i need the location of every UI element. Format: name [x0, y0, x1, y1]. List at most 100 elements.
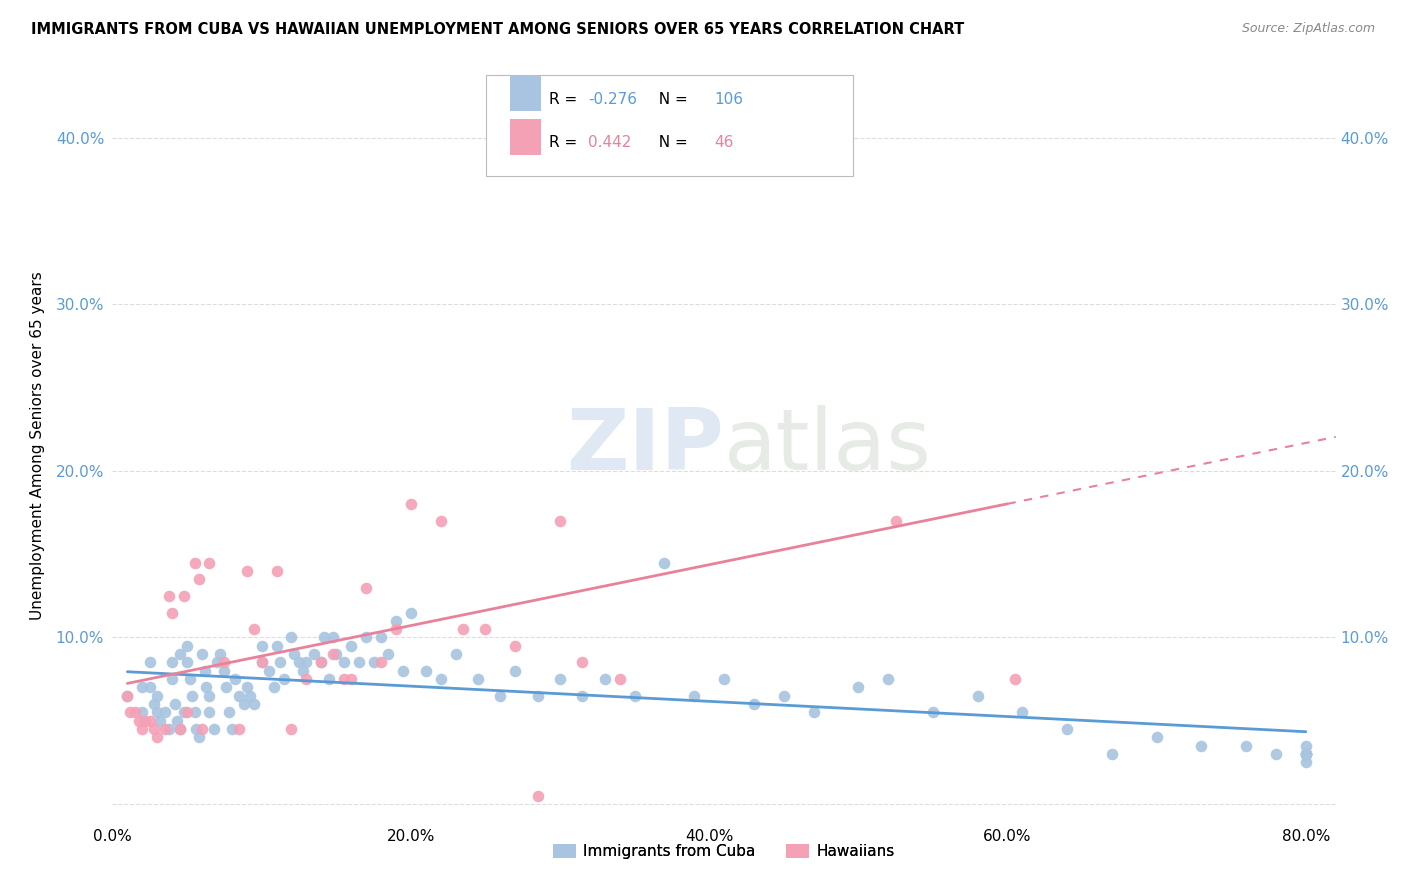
Text: -0.276: -0.276 [588, 92, 637, 106]
Point [166, 714, 188, 728]
Point [877, 672, 900, 686]
Point [191, 722, 214, 736]
Point [742, 697, 765, 711]
Point [1004, 672, 1026, 686]
Point [153, 706, 176, 720]
Point [1295, 739, 1317, 753]
Point [1265, 747, 1288, 761]
Point [269, 656, 291, 670]
Point [503, 664, 526, 678]
Point [176, 639, 198, 653]
Point [191, 647, 214, 661]
Point [675, 114, 697, 128]
Point [146, 706, 169, 720]
Point [370, 656, 392, 670]
Point [526, 689, 548, 703]
Point [370, 631, 392, 645]
Point [340, 672, 363, 686]
Text: IMMIGRANTS FROM CUBA VS HAWAIIAN UNEMPLOYMENT AMONG SENIORS OVER 65 YEARS CORREL: IMMIGRANTS FROM CUBA VS HAWAIIAN UNEMPLO… [31, 22, 965, 37]
Point [377, 647, 399, 661]
Point [128, 714, 150, 728]
Point [302, 647, 325, 661]
Point [169, 722, 191, 736]
Point [153, 722, 176, 736]
Point [444, 647, 467, 661]
Point [198, 689, 221, 703]
Point [117, 689, 139, 703]
Point [165, 697, 187, 711]
Point [548, 672, 571, 686]
FancyBboxPatch shape [510, 119, 541, 154]
Point [846, 681, 869, 695]
Point [224, 672, 246, 686]
Point [179, 672, 201, 686]
Text: R =: R = [550, 92, 582, 106]
Text: N =: N = [650, 135, 697, 150]
Point [198, 556, 221, 570]
Point [198, 706, 221, 720]
Point [314, 631, 336, 645]
Point [243, 697, 266, 711]
Point [228, 722, 250, 736]
Point [169, 647, 191, 661]
Text: 0.442: 0.442 [588, 135, 631, 150]
Point [266, 639, 288, 653]
Point [195, 681, 218, 695]
Point [139, 681, 162, 695]
Point [593, 672, 616, 686]
Point [239, 689, 262, 703]
Point [250, 639, 273, 653]
Point [354, 631, 377, 645]
Text: atlas: atlas [724, 404, 932, 488]
Point [548, 514, 571, 528]
Point [332, 672, 354, 686]
Point [385, 614, 408, 628]
Point [176, 656, 198, 670]
Point [1295, 747, 1317, 761]
Point [347, 656, 370, 670]
Text: Source: ZipAtlas.com: Source: ZipAtlas.com [1241, 22, 1375, 36]
Point [1295, 747, 1317, 761]
Point [250, 656, 273, 670]
Point [131, 722, 153, 736]
Point [173, 589, 195, 603]
Text: 46: 46 [714, 135, 734, 150]
Point [235, 564, 257, 578]
Point [194, 664, 217, 678]
Point [1234, 739, 1257, 753]
Point [1101, 747, 1123, 761]
Point [571, 689, 593, 703]
Point [160, 606, 183, 620]
Point [117, 689, 139, 703]
Text: R =: R = [550, 135, 588, 150]
Point [202, 722, 225, 736]
Point [146, 731, 169, 745]
Point [295, 656, 318, 670]
Point [318, 672, 340, 686]
Point [332, 656, 354, 670]
Point [176, 706, 198, 720]
Point [120, 706, 142, 720]
Point [392, 664, 415, 678]
FancyBboxPatch shape [510, 75, 541, 112]
Point [288, 656, 311, 670]
Point [273, 672, 295, 686]
Point [503, 639, 526, 653]
Point [325, 647, 347, 661]
Point [139, 714, 162, 728]
Point [131, 706, 153, 720]
Point [183, 556, 205, 570]
Point [489, 689, 512, 703]
Point [243, 622, 266, 636]
Text: ZIP: ZIP [567, 404, 724, 488]
Point [184, 722, 207, 736]
Point [683, 689, 706, 703]
Point [183, 706, 205, 720]
Point [772, 689, 794, 703]
Point [214, 664, 236, 678]
Point [157, 722, 180, 736]
Point [1056, 722, 1078, 736]
Point [160, 672, 183, 686]
Point [169, 722, 191, 736]
Point [257, 664, 280, 678]
